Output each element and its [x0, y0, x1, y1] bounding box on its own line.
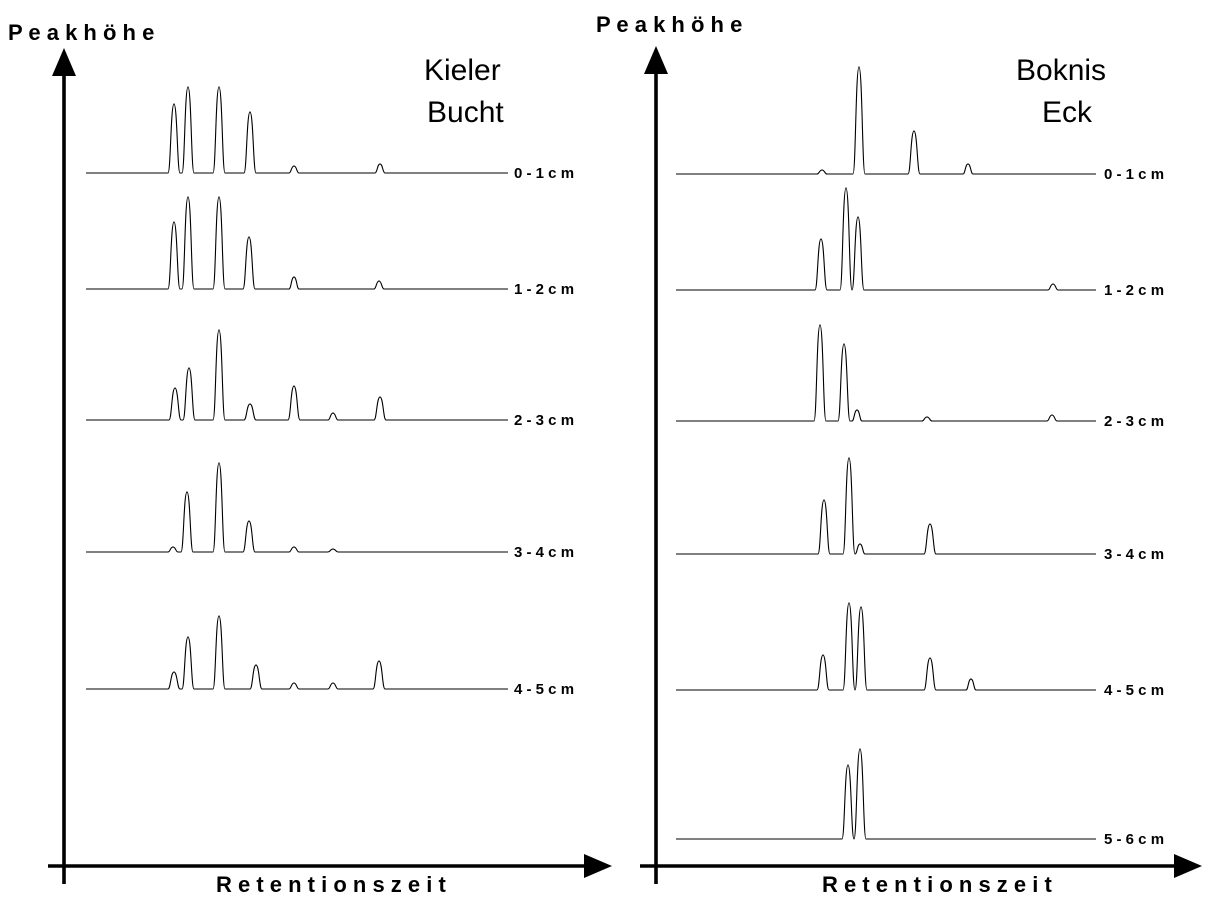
peak-point: [848, 457, 850, 459]
panel-kieler-bucht: P e a k h ö h e R e t e n t i o n s z e …: [8, 20, 612, 897]
trace-line: [86, 615, 508, 690]
peak-point: [856, 409, 858, 411]
depth-label: 1 - 2 c m: [514, 281, 574, 298]
y-axis-label-left: P e a k h ö h e: [8, 20, 154, 45]
traces-boknis-eck: 0 - 1 c m 1 - 2 c m 2 - 3 c m 3 - 4 c m 4 - …: [676, 66, 1164, 848]
peak-point: [172, 546, 174, 548]
station-title-line2-right: Eck: [1042, 96, 1093, 129]
panel-boknis-eck: P e a k h ö h e R e t e n t i o n s z e …: [596, 12, 1202, 897]
peak-point: [332, 412, 334, 414]
peak-point: [378, 660, 380, 662]
trace-line: [676, 602, 1096, 691]
x-axis-label-right: R e t e n t i o n s z e i t: [822, 872, 1052, 897]
peak-point: [848, 602, 850, 604]
peak-point: [858, 66, 860, 68]
trace-line: [86, 329, 508, 421]
traces-kieler-bucht: 0 - 1 c m 1 - 2 c m 2 - 3 c m 3 - 4 c m 4 - …: [86, 86, 574, 698]
trace-line: [86, 462, 508, 553]
peak-point: [218, 329, 220, 331]
depth-label: 2 - 3 c m: [1104, 413, 1164, 430]
trace-line: [676, 457, 1096, 555]
peak-point: [843, 343, 845, 345]
peak-point: [187, 86, 189, 88]
peak-point: [293, 276, 295, 278]
peak-point: [293, 165, 295, 167]
peak-point: [859, 748, 861, 750]
peak-point: [822, 654, 824, 656]
peak-point: [1052, 283, 1054, 285]
depth-label: 5 - 6 c m: [1104, 831, 1164, 848]
peak-point: [378, 280, 380, 282]
x-axis-label-left: R e t e n t i o n s z e i t: [216, 872, 446, 897]
depth-label: 1 - 2 c m: [1104, 282, 1164, 299]
peak-point: [186, 491, 188, 493]
peak-point: [218, 86, 220, 88]
peak-point: [249, 403, 251, 405]
peak-point: [1051, 414, 1053, 416]
peak-point: [173, 671, 175, 673]
peak-point: [929, 523, 931, 525]
peak-point: [819, 324, 821, 326]
depth-label: 0 - 1 c m: [1104, 166, 1164, 183]
peak-point: [173, 221, 175, 223]
peak-point: [859, 543, 861, 545]
y-axis-arrowhead-right: [644, 46, 668, 74]
station-title-line1-right: Boknis: [1016, 54, 1106, 87]
depth-label: 3 - 4 c m: [1104, 546, 1164, 563]
peak-point: [967, 163, 969, 165]
y-axis-arrowhead-left: [52, 48, 76, 76]
peak-point: [926, 416, 928, 418]
peak-point: [248, 520, 250, 522]
peak-point: [293, 546, 295, 548]
peak-point: [913, 130, 915, 132]
peak-point: [823, 499, 825, 501]
peak-point: [218, 196, 220, 198]
peak-point: [218, 615, 220, 617]
trace-line: [676, 324, 1096, 422]
peak-point: [249, 111, 251, 113]
station-title-line1-left: Kieler: [424, 54, 501, 87]
peak-point: [379, 396, 381, 398]
trace-line: [86, 86, 508, 174]
y-axis-label-right: P e a k h ö h e: [596, 12, 742, 37]
peak-point: [293, 385, 295, 387]
trace-line: [676, 748, 1096, 840]
peak-point: [860, 606, 862, 608]
peak-point: [332, 548, 334, 550]
peak-point: [187, 196, 189, 198]
peak-point: [379, 163, 381, 165]
peak-point: [293, 682, 295, 684]
peak-point: [970, 678, 972, 680]
peak-point: [255, 664, 257, 666]
peak-point: [187, 636, 189, 638]
peak-point: [821, 169, 823, 171]
peak-point: [173, 103, 175, 105]
trace-line: [86, 196, 508, 290]
depth-label: 0 - 1 c m: [514, 165, 574, 182]
peak-point: [847, 764, 849, 766]
peak-point: [218, 462, 220, 464]
trace-line: [676, 187, 1096, 291]
peak-point: [248, 236, 250, 238]
peak-point: [174, 387, 176, 389]
x-axis-arrowhead-left: [584, 854, 612, 878]
x-axis-arrowhead-right: [1174, 854, 1202, 878]
trace-line: [676, 66, 1096, 175]
peak-point: [332, 682, 334, 684]
peak-point: [845, 187, 847, 189]
depth-label: 2 - 3 c m: [514, 412, 574, 429]
depth-label: 4 - 5 c m: [514, 681, 574, 698]
peak-point: [820, 238, 822, 240]
peak-point: [929, 657, 931, 659]
station-title-line2-left: Bucht: [427, 96, 504, 129]
depth-label: 3 - 4 c m: [514, 544, 574, 561]
depth-label: 4 - 5 c m: [1104, 682, 1164, 699]
peak-point: [188, 367, 190, 369]
peak-point: [857, 216, 859, 218]
